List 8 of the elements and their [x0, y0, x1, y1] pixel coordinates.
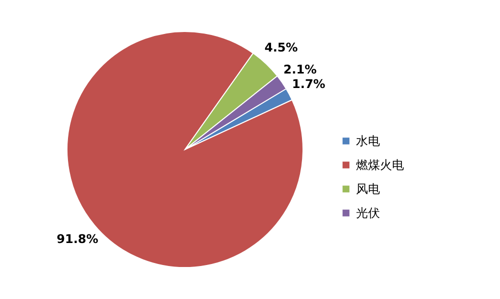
- legend-label: 光伏: [356, 206, 380, 220]
- legend-label: 风电: [356, 182, 380, 196]
- data-label: 4.5%: [264, 40, 298, 55]
- legend-label: 水电: [356, 134, 380, 148]
- data-label: 91.8%: [56, 232, 98, 246]
- legend-label: 燃煤火电: [356, 158, 404, 172]
- data-label: 1.7%: [292, 76, 326, 91]
- data-label: 2.1%: [283, 62, 317, 77]
